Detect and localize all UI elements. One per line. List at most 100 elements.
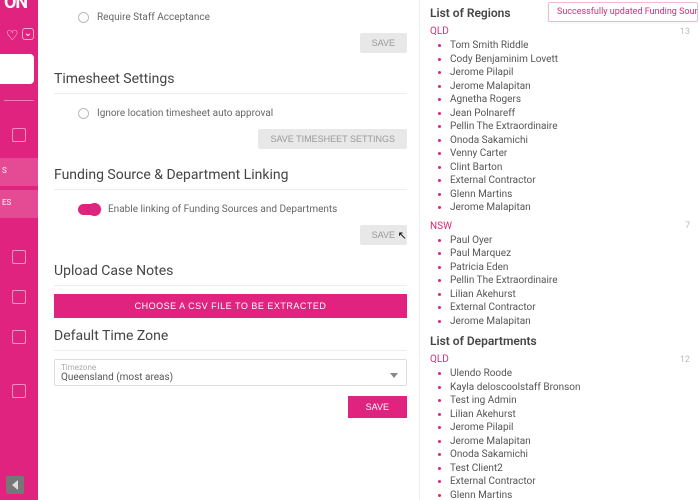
person-name: Pellin The Extraordinaire <box>450 121 558 132</box>
enable-funding-linking-label: Enable linking of Funding Sources and De… <box>108 204 337 215</box>
sidebar-active-tab-a[interactable]: S <box>0 158 38 186</box>
region-group-header[interactable]: NSW 7 <box>430 221 690 232</box>
region-person-item[interactable]: Tom Smith Riddle <box>450 39 690 53</box>
person-name: Lilian Akehurst <box>450 289 516 300</box>
region-person-item[interactable]: Jean Polnareff <box>450 107 690 121</box>
person-name: Clint Barton <box>450 162 502 173</box>
region-person-item[interactable]: Glenn Martins <box>450 188 690 202</box>
person-name: Jerome Malapitan <box>450 81 531 92</box>
department-person-item[interactable]: External Contractor <box>450 475 690 489</box>
region-person-item[interactable]: Venny Carter <box>450 147 690 161</box>
divider <box>54 189 407 190</box>
department-group-name[interactable]: QLD <box>430 354 449 365</box>
region-person-item[interactable]: Paul Oyer <box>450 234 690 248</box>
region-person-item[interactable]: Jerome Malapitan <box>450 80 690 94</box>
success-toast: Successfully updated Funding Source &… <box>548 2 698 22</box>
person-name: External Contractor <box>450 302 536 313</box>
region-person-item[interactable]: Lilian Akehurst <box>450 288 690 302</box>
region-group-name[interactable]: NSW <box>430 221 452 232</box>
settings-panel: Require Staff Acceptance SAVE Timesheet … <box>38 0 420 500</box>
person-name: Glenn Martins <box>450 189 512 200</box>
person-name: Kayla deloscoolstaff Bronson <box>450 382 580 393</box>
department-person-item[interactable]: Test Client2 <box>450 462 690 476</box>
department-group-header[interactable]: QLD12 <box>430 354 690 365</box>
department-person-item[interactable]: Ulendo Roode <box>450 367 690 381</box>
sidebar-nav-icon-4[interactable] <box>12 330 26 344</box>
region-people-list: Paul OyerPaul Marquez Patricia Eden Pellin… <box>450 234 690 329</box>
save-timesheet-settings-button[interactable]: SAVE TIMESHEET SETTINGS <box>258 129 407 149</box>
person-name: Jerome Pilapil <box>450 67 513 78</box>
regions-departments-panel: List of Regions QLD13Tom Smith RiddleCod… <box>420 0 700 500</box>
department-person-item[interactable]: Onoda Sakamichi <box>450 448 690 462</box>
department-person-item[interactable]: Jerome Pilapil <box>450 421 690 435</box>
region-group-name[interactable]: QLD <box>430 26 449 37</box>
person-name: Glenn Martins <box>450 490 512 500</box>
app-logo-fragment: ON <box>4 0 27 13</box>
region-person-item[interactable]: Agnetha Rogers <box>450 93 690 107</box>
region-person-item[interactable]: Clint Barton <box>450 161 690 175</box>
region-person-item[interactable]: External Contractor <box>450 301 690 315</box>
staff-acceptance-save-button[interactable]: SAVE <box>360 33 407 53</box>
region-person-item[interactable]: Onoda Sakamichi <box>450 134 690 148</box>
region-person-item[interactable]: Pellin The Extraordinaire <box>450 120 690 134</box>
person-name: Jerome Malapitan <box>450 436 531 447</box>
choose-csv-button[interactable]: CHOOSE A CSV FILE TO BE EXTRACTED <box>54 294 407 318</box>
person-name: Venny Carter <box>450 148 507 159</box>
person-name: Test ing Admin <box>450 395 517 406</box>
timezone-select[interactable]: Timezone Queensland (most areas) <box>54 359 407 386</box>
timezone-save-button[interactable]: SAVE <box>348 396 407 418</box>
person-name: Jean Polnareff <box>450 108 515 119</box>
person-name: Paul Marquez <box>450 248 511 259</box>
sidebar-nav-icon-3[interactable] <box>12 290 26 304</box>
app-mini-sidebar: ON ♡ ⌄ S ES <box>0 0 38 500</box>
sidebar-nav-icon-1[interactable] <box>12 128 26 142</box>
department-person-item[interactable]: Glenn Martins <box>450 489 690 500</box>
person-name: Pellin The Extraordinaire <box>450 275 558 286</box>
ignore-location-auto-approval-row[interactable]: Ignore location timesheet auto approval <box>54 102 407 125</box>
require-staff-acceptance-row[interactable]: Require Staff Acceptance <box>54 6 407 29</box>
timezone-field-value: Queensland (most areas) <box>61 372 400 383</box>
region-person-item[interactable]: Cody Benjaminim Lovett <box>450 53 690 67</box>
timesheet-settings-heading: Timesheet Settings <box>54 71 407 87</box>
region-person-item[interactable]: Jerome Malapitan <box>450 315 690 329</box>
region-person-item[interactable]: External Contractor <box>450 174 690 188</box>
region-person-item[interactable]: Paul Marquez <box>450 247 690 261</box>
person-name: Agnetha Rogers <box>450 94 521 105</box>
department-person-item[interactable]: Test ing Admin <box>450 394 690 408</box>
radio-icon[interactable] <box>78 12 89 23</box>
toggle-on-icon[interactable] <box>78 204 100 215</box>
region-person-item[interactable]: Pellin The Extraordinaire <box>450 274 690 288</box>
divider <box>54 285 407 286</box>
sidebar-nav-icon-5[interactable] <box>12 384 26 398</box>
person-name: Ulendo Roode <box>450 368 512 379</box>
funding-linking-save-button[interactable]: SAVE <box>360 225 407 245</box>
list-of-departments-heading: List of Departments <box>430 334 690 348</box>
collapse-sidebar-icon[interactable] <box>6 476 24 494</box>
department-person-item[interactable]: Lilian Akehurst <box>450 408 690 422</box>
person-name: Tom Smith Riddle <box>450 40 528 51</box>
chevron-down-icon[interactable]: ⌄ <box>22 28 34 40</box>
heart-icon[interactable]: ♡ <box>6 28 19 44</box>
person-name: Patricia Eden <box>450 262 508 273</box>
person-name: External Contractor <box>450 476 536 487</box>
department-person-item[interactable]: Jerome Malapitan <box>450 435 690 449</box>
divider <box>54 350 407 351</box>
person-name: Test Client2 <box>450 463 503 474</box>
person-name: Jerome Pilapil <box>450 422 513 433</box>
funding-linking-heading: Funding Source & Department Linking <box>54 167 407 183</box>
department-people-list: Ulendo Roode Kayla deloscoolstaff Bronson… <box>450 367 690 500</box>
region-group-count: 7 <box>685 221 690 231</box>
department-person-item[interactable]: Kayla deloscoolstaff Bronson <box>450 381 690 395</box>
upload-case-notes-heading: Upload Case Notes <box>54 263 407 279</box>
radio-icon[interactable] <box>78 108 89 119</box>
region-person-item[interactable]: Jerome Malapitan <box>450 201 690 215</box>
person-name: Lilian Akehurst <box>450 409 516 420</box>
sidebar-nav-icon-2[interactable] <box>12 250 26 264</box>
enable-funding-linking-row[interactable]: Enable linking of Funding Sources and De… <box>54 198 407 221</box>
ignore-location-auto-approval-label: Ignore location timesheet auto approval <box>97 108 273 119</box>
region-group-header[interactable]: QLD13 <box>430 26 690 37</box>
sidebar-active-tab-b[interactable]: ES <box>0 190 38 218</box>
region-person-item[interactable]: Patricia Eden <box>450 261 690 275</box>
region-person-item[interactable]: Jerome Pilapil <box>450 66 690 80</box>
sidebar-search-box[interactable] <box>0 54 34 84</box>
